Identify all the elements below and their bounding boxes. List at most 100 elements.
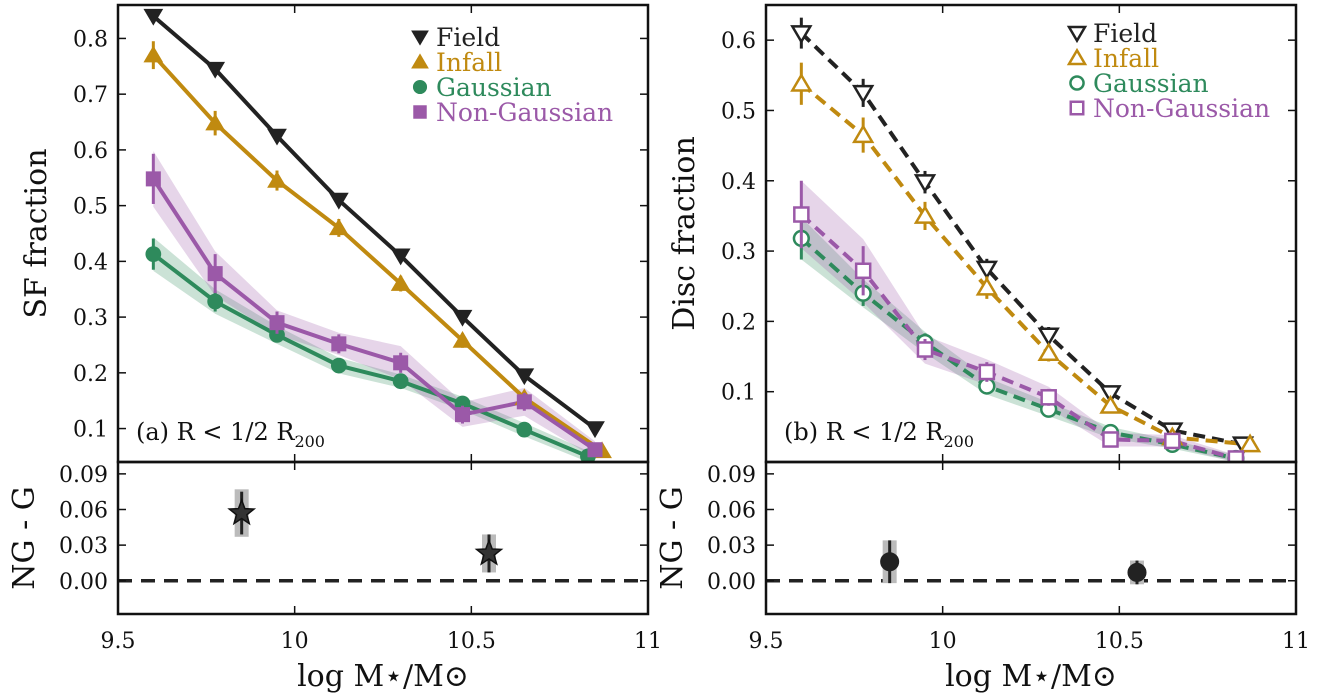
legend-label: Non-Gaussian [1093, 94, 1270, 123]
x-axis-label-left: log M⋆/M⊙ [297, 659, 469, 694]
plot-area [766, 540, 1296, 585]
x-axis-label-right: log M⋆/M⊙ [945, 659, 1117, 694]
data-point [913, 204, 937, 224]
y-tick-label: 0.00 [59, 570, 108, 595]
data-point [1066, 25, 1088, 44]
y-tick-label: 0.6 [73, 139, 108, 164]
y-tick-label: 0.03 [707, 534, 756, 559]
data-point [793, 206, 810, 223]
data-point [587, 442, 603, 458]
data-point [1069, 100, 1085, 116]
y-tick-label: 0.09 [707, 463, 756, 488]
data-point [975, 276, 999, 296]
data-point [790, 25, 813, 45]
data-point [851, 124, 875, 144]
y-tick-label: 0.3 [73, 306, 108, 331]
data-point [207, 293, 224, 310]
legend-label: Field [1093, 19, 1157, 48]
error-band [153, 237, 588, 462]
data-point [205, 61, 226, 79]
data-point [790, 72, 813, 92]
data-point [1069, 75, 1085, 91]
data-point [145, 246, 162, 263]
data-point [514, 368, 535, 386]
y-tick-label: 0.09 [59, 463, 108, 488]
data-point [452, 309, 473, 327]
data-point [474, 538, 504, 566]
y-tick-label: 0.2 [73, 362, 108, 387]
y-tick-label: 0.5 [721, 99, 756, 124]
error-band [801, 180, 1236, 462]
data-point [331, 336, 347, 352]
y-axis-label: SF fraction [19, 148, 54, 318]
data-point [1040, 389, 1057, 406]
y-tick-label: 0.7 [73, 83, 108, 108]
data-point [454, 407, 471, 423]
data-point [452, 330, 473, 348]
legend-label: Non-Gaussian [436, 98, 613, 127]
x-tick-label: 11 [1282, 629, 1310, 654]
series-line [799, 213, 1237, 461]
legend-label: Infall [1093, 44, 1159, 73]
y-axis-label: NG - G [7, 486, 42, 589]
data-point [143, 8, 164, 26]
series-points [790, 62, 1262, 453]
x-tick-label: 10.5 [1095, 629, 1144, 654]
x-tick-label: 10 [281, 629, 309, 654]
data-point [328, 192, 349, 210]
data-point [975, 260, 999, 280]
data-point [392, 373, 409, 390]
data-point [1099, 385, 1122, 405]
series-line [152, 252, 589, 459]
data-point [390, 248, 411, 266]
data-point [413, 105, 427, 119]
y-tick-label: 0.8 [73, 27, 108, 52]
data-point [412, 79, 428, 95]
data-point [516, 394, 532, 410]
data-point [1102, 431, 1119, 448]
panel-annotation: (b) R < 1/2 R200 [784, 418, 974, 451]
plot-area [790, 17, 1262, 462]
series-points [143, 8, 605, 439]
series-line [800, 82, 1251, 447]
x-tick-label: 10 [929, 629, 957, 654]
y-tick-label: 0.06 [59, 499, 108, 524]
panel-b-bottom: 0.00 0.03 0.06 0.09 9.5 10 10.5 11 NG - G [655, 460, 1310, 654]
series-points [227, 489, 504, 573]
panel-b-top: 0.1 0.2 0.3 0.4 0.5 0.6 Disc fraction FieldInfa… [667, 3, 1298, 464]
data-point [1037, 327, 1060, 347]
data-point [1037, 342, 1060, 362]
y-axis-label: Disc fraction [667, 136, 702, 331]
legend-label: Field [436, 23, 500, 52]
series-points [793, 180, 1245, 462]
x-tick-label: 10.5 [447, 629, 496, 654]
panel-a-top: 0.1 0.2 0.3 0.4 0.5 0.6 0.7 0.8 SF fraction Field… [19, 3, 650, 464]
x-tick-label: 9.5 [101, 629, 136, 654]
data-point [145, 171, 161, 187]
data-point [1227, 450, 1245, 462]
data-point [585, 421, 605, 439]
series-line [152, 14, 597, 431]
y-tick-label: 0.00 [707, 570, 756, 595]
data-point [1099, 394, 1122, 414]
y-tick-label: 0.1 [73, 418, 108, 443]
data-point [267, 171, 287, 188]
series-points [880, 540, 1147, 585]
y-tick-label: 0.4 [73, 250, 108, 275]
data-point [207, 266, 223, 282]
x-tick-label: 9.5 [749, 629, 784, 654]
data-point [516, 421, 533, 438]
error-band [153, 151, 596, 459]
y-tick-label: 0.3 [721, 240, 756, 265]
data-point [269, 315, 285, 331]
data-point [1127, 562, 1147, 582]
panel-frame [116, 460, 650, 616]
series-points [145, 153, 603, 458]
legend-label: Gaussian [436, 73, 552, 102]
data-point [143, 45, 164, 63]
data-point [851, 84, 875, 104]
data-point [205, 113, 226, 131]
x-tick-label: 11 [634, 629, 662, 654]
